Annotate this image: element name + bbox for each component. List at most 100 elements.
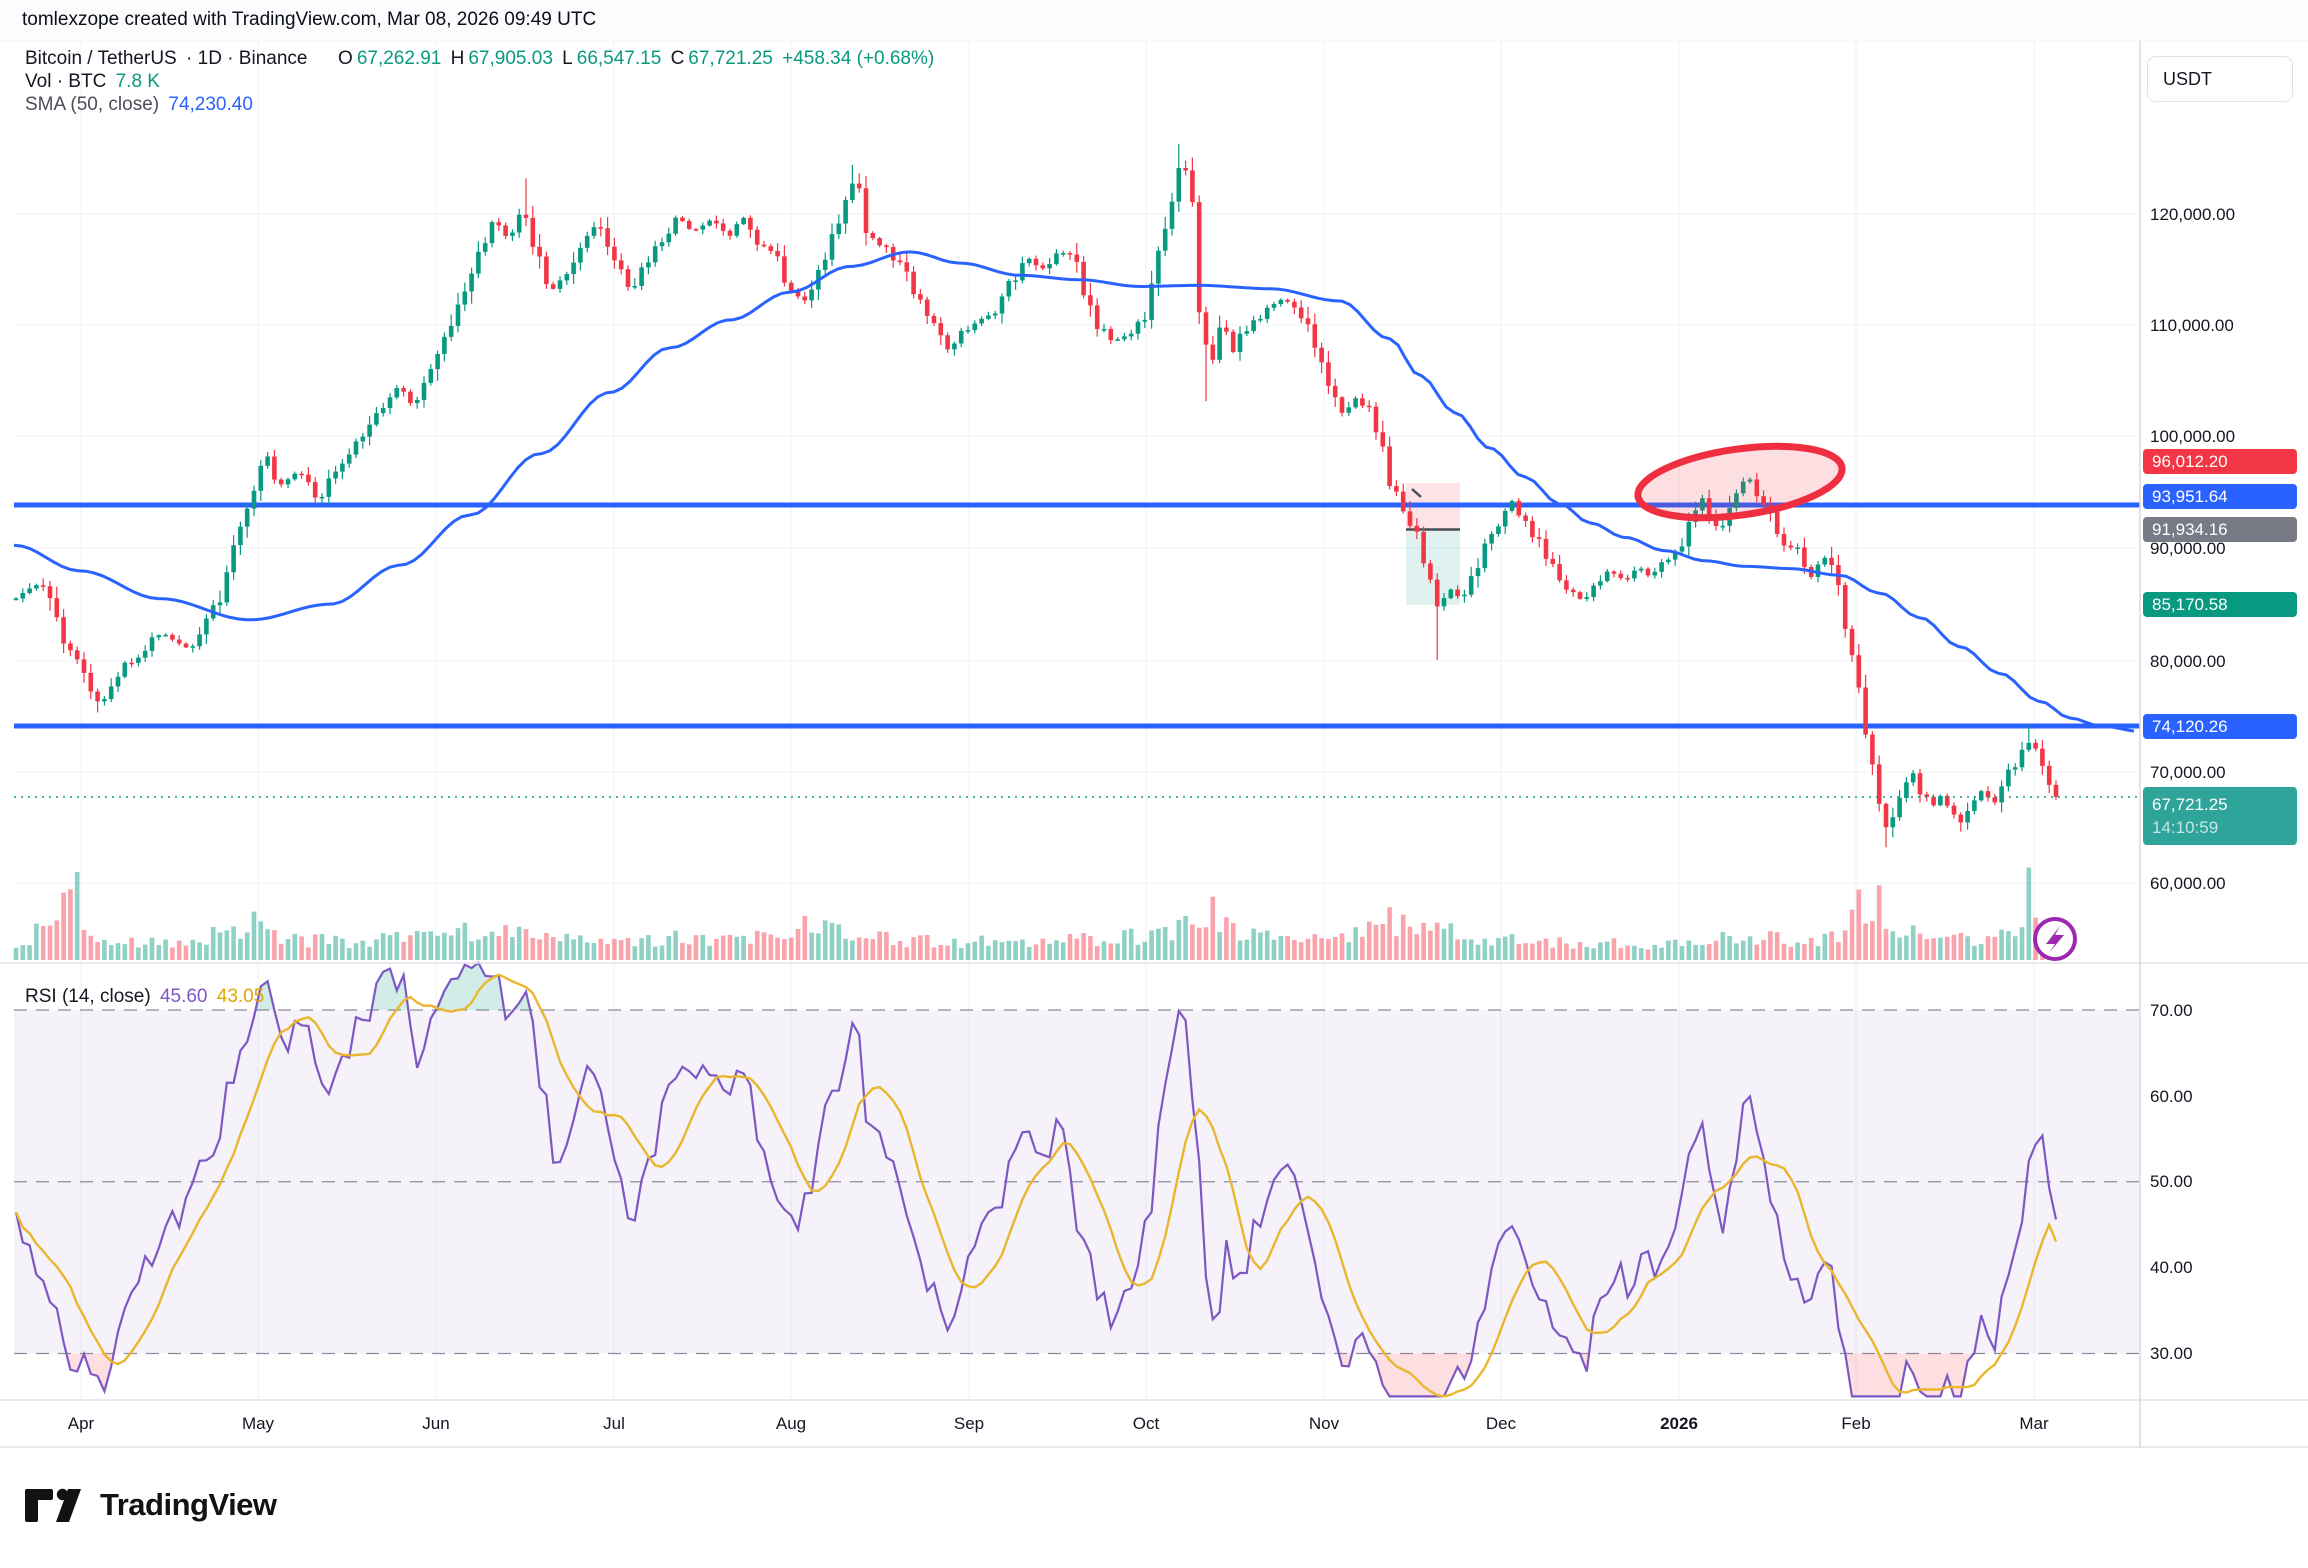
- candle-body: [1543, 538, 1549, 559]
- candle-body: [1176, 167, 1182, 202]
- candle-body: [754, 229, 760, 245]
- candle-body: [2006, 769, 2011, 787]
- candle-body: [95, 691, 100, 702]
- volume-bar: [360, 940, 366, 960]
- candle-body: [1067, 253, 1073, 255]
- candle-body: [788, 282, 794, 292]
- candle-body: [1230, 331, 1236, 352]
- volume-bar: [183, 945, 189, 960]
- candle-body: [1060, 253, 1066, 255]
- price-level-badge: 74,120.26: [2143, 713, 2297, 739]
- volume-bar: [204, 944, 209, 960]
- candle-body: [1530, 520, 1535, 538]
- currency-toggle-button[interactable]: USDT: [2147, 56, 2293, 102]
- volume-bar: [265, 929, 270, 960]
- candle-body: [462, 291, 468, 305]
- candle-body: [1815, 564, 1821, 577]
- rsi-legend-row[interactable]: RSI (14, close) 45.60 43.05: [25, 986, 268, 1008]
- candle-body: [931, 315, 937, 324]
- volume-bar: [890, 945, 896, 960]
- candle-body: [686, 220, 692, 229]
- candle-body: [285, 479, 291, 485]
- candle-body: [20, 593, 26, 599]
- volume-bar: [1965, 936, 1970, 960]
- volume-bar: [1414, 934, 1420, 960]
- candle-body: [68, 643, 73, 651]
- candle-body: [557, 280, 563, 289]
- volume-bar: [68, 889, 73, 960]
- volume-bar: [387, 935, 393, 960]
- time-tick-label-Apr: Apr: [67, 1414, 95, 1433]
- volume-bar: [884, 931, 889, 960]
- volume-bar: [1026, 946, 1032, 960]
- candle-body: [1890, 817, 1896, 828]
- volume-bar: [734, 936, 740, 960]
- volume-bar: [1564, 943, 1569, 960]
- volume-bar: [292, 933, 298, 960]
- candle-body: [1264, 307, 1270, 319]
- candle-body: [428, 369, 434, 383]
- volume-bar: [1332, 937, 1338, 960]
- volume-bar: [1591, 948, 1596, 960]
- volume-legend-row[interactable]: Vol · BTC 7.8 K: [25, 71, 164, 93]
- candle-body: [1611, 571, 1617, 574]
- candle-body: [503, 225, 508, 236]
- volume-bar: [945, 945, 950, 960]
- volume-bar: [1638, 948, 1644, 960]
- zone-anchor-tick: [1411, 488, 1422, 498]
- tradingview-logo[interactable]: TradingView: [25, 1486, 277, 1524]
- volume-bar: [1394, 936, 1399, 960]
- volume-bar: [197, 942, 202, 960]
- volume-bar: [1006, 940, 1012, 960]
- volume-bar: [394, 931, 400, 960]
- volume-bar: [1570, 948, 1576, 960]
- candle-body: [27, 588, 32, 594]
- candle-body: [1550, 558, 1556, 564]
- horizontal-ray-lines[interactable]: [14, 502, 2140, 729]
- candle-body: [829, 234, 835, 260]
- volume-bar: [863, 938, 869, 960]
- candle-body: [1904, 782, 1909, 798]
- volume-bar: [1258, 932, 1263, 960]
- volume-bar: [326, 943, 332, 960]
- supply-demand-zone[interactable]: [1406, 483, 1460, 605]
- volume-bar: [1237, 940, 1243, 960]
- candle-body: [482, 243, 488, 252]
- flash-boost-icon[interactable]: [2033, 917, 2077, 961]
- candle-body: [47, 586, 53, 599]
- candle-body: [244, 508, 250, 527]
- sma-legend-row[interactable]: SMA (50, close) 74,230.40: [25, 94, 257, 116]
- candle-body: [292, 473, 298, 480]
- candle-body: [734, 224, 740, 236]
- volume-bar: [782, 939, 787, 960]
- candle-body: [1591, 585, 1596, 598]
- volume-bar: [312, 934, 318, 960]
- candle-body: [1475, 568, 1481, 577]
- candle-body: [1407, 511, 1413, 526]
- candle-body: [81, 659, 87, 673]
- red-ellipse[interactable]: [1633, 435, 1846, 529]
- volume-bar: [1917, 933, 1923, 960]
- volume-bar: [856, 937, 862, 960]
- volume-bar: [1067, 933, 1073, 960]
- candle-body: [414, 399, 420, 404]
- volume-bar: [510, 937, 515, 960]
- candle-body: [1244, 331, 1250, 334]
- candle-body: [1346, 407, 1352, 413]
- symbol-legend-row[interactable]: Bitcoin / TetherUS · 1D · Binance O 67,26…: [25, 48, 938, 70]
- candle-body: [850, 183, 855, 200]
- rsi-overbought-fill: [255, 981, 275, 1010]
- volume-bar: [61, 892, 66, 960]
- candle-body: [1972, 800, 1977, 811]
- volume-bar: [1829, 931, 1834, 960]
- volume-bar: [1319, 938, 1324, 960]
- volume-bar: [1747, 936, 1753, 960]
- candle-body: [843, 199, 848, 224]
- volume-bar: [95, 942, 100, 960]
- red-ellipse-annotation[interactable]: [1633, 435, 1846, 529]
- candle-body: [1713, 515, 1719, 527]
- candle-body: [1088, 295, 1093, 306]
- candle-body: [795, 291, 801, 297]
- volume-bar: [414, 931, 420, 960]
